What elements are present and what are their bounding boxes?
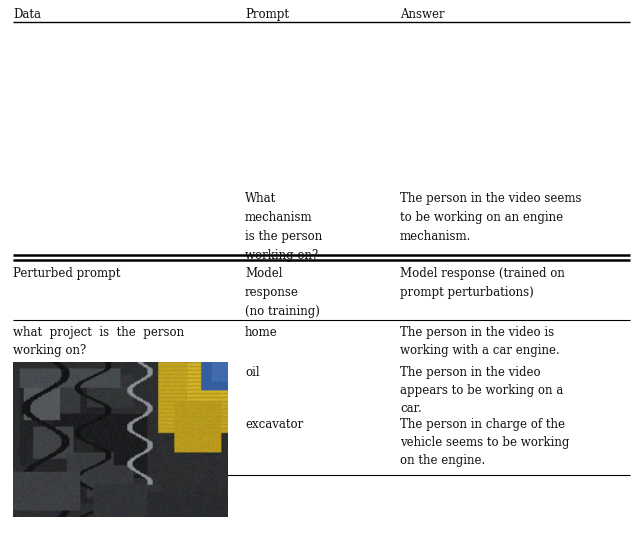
Text: The person in the video is
working with a car engine.: The person in the video is working with …: [400, 326, 560, 357]
Text: home: home: [245, 326, 278, 339]
Text: Model
response
(no training): Model response (no training): [245, 267, 320, 318]
Text: Answer: Answer: [400, 8, 445, 21]
Text: Data: Data: [13, 8, 41, 21]
Text: The person in charge of the
vehicle seems to be working
on the engine.: The person in charge of the vehicle seem…: [400, 418, 570, 467]
Text: excavator: excavator: [245, 418, 303, 431]
Text: what  technology  is  the  person
improving?: what technology is the person improving?: [13, 366, 207, 397]
Text: The person in the video
appears to be working on a
car.: The person in the video appears to be wo…: [400, 366, 563, 415]
Text: what  task  is  the  person  in
charge of?: what task is the person in charge of?: [13, 418, 186, 449]
Text: Perturbed prompt: Perturbed prompt: [13, 267, 120, 280]
Text: what  project  is  the  person
working on?: what project is the person working on?: [13, 326, 184, 357]
Text: The person in the video seems
to be working on an engine
mechanism.: The person in the video seems to be work…: [400, 192, 582, 243]
Text: Prompt: Prompt: [245, 8, 289, 21]
Text: Model response (trained on
prompt perturbations): Model response (trained on prompt pertur…: [400, 267, 565, 299]
Text: What
mechanism
is the person
working on?: What mechanism is the person working on?: [245, 192, 323, 262]
Text: oil: oil: [245, 366, 260, 379]
